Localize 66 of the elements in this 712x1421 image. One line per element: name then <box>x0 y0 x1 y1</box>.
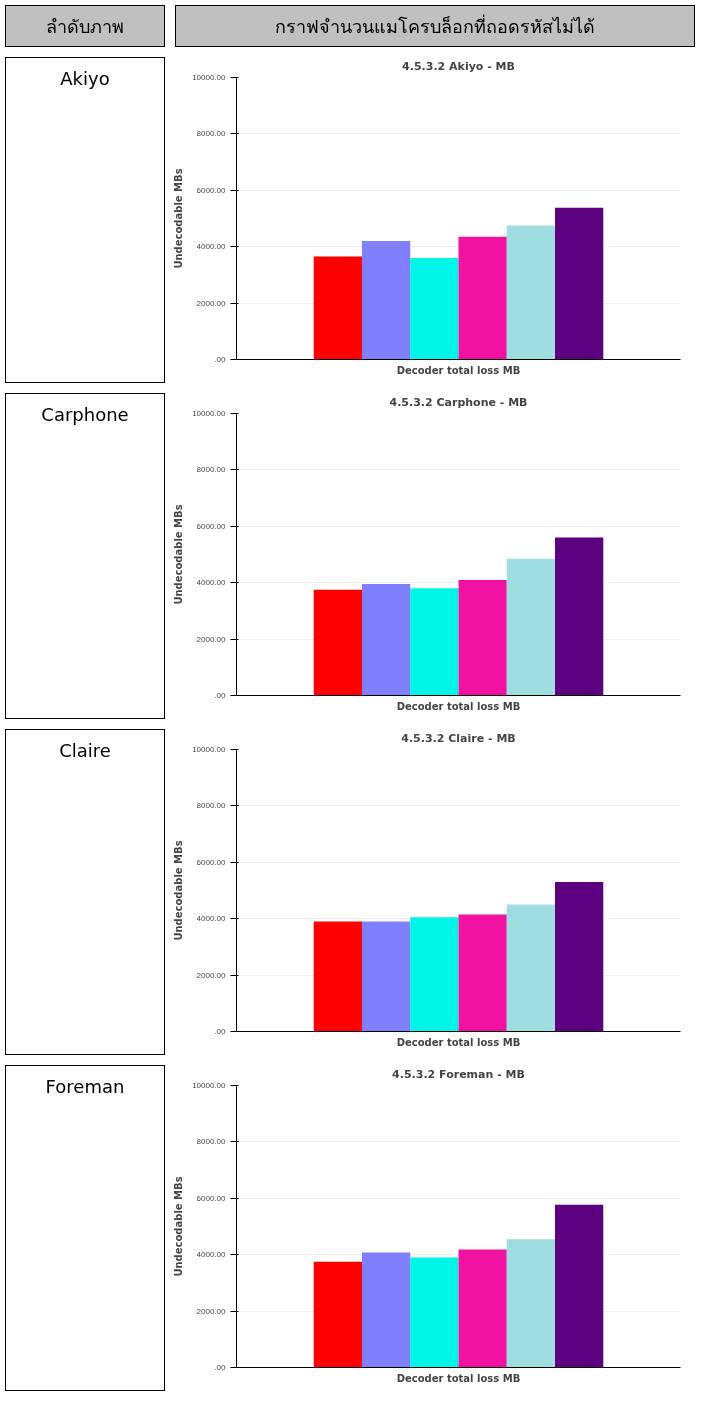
bar <box>555 207 604 360</box>
y-tick-label: 6000.00 <box>196 1193 227 1203</box>
y-axis-title: Undecodable MBs <box>173 840 185 941</box>
chart-title: 4.5.3.2 Akiyo - MB <box>402 59 515 73</box>
bar <box>410 1257 459 1368</box>
y-tick-label: 6000.00 <box>196 185 227 195</box>
y-tick-label: 6000.00 <box>196 521 227 531</box>
x-axis-title: Decoder total loss MB <box>396 1372 521 1384</box>
bar <box>410 917 459 1032</box>
y-tick-label: .00 <box>214 1027 227 1036</box>
bar <box>555 882 604 1032</box>
y-tick-label: 2000.00 <box>196 298 227 308</box>
bar <box>361 1252 411 1368</box>
chart-title: 4.5.3.2 Claire - MB <box>401 731 516 745</box>
y-tick-label: 4000.00 <box>196 1250 227 1260</box>
y-tick-label: 8000.00 <box>196 465 227 475</box>
bar <box>458 579 507 696</box>
bar <box>313 256 362 360</box>
y-tick-label: .00 <box>214 355 227 364</box>
y-tick-label: 10000.00 <box>192 73 227 82</box>
y-tick-label: 2000.00 <box>196 634 227 644</box>
bar <box>458 1249 507 1368</box>
bar <box>361 921 411 1032</box>
y-tick-label: 2000.00 <box>196 1306 227 1316</box>
bar <box>361 584 411 696</box>
y-tick-label: .00 <box>214 691 227 700</box>
y-tick-label: 10000.00 <box>192 409 227 418</box>
text: Claire <box>59 739 111 763</box>
bar <box>506 225 556 360</box>
chart-title: 4.5.3.2 Carphone - MB <box>389 395 528 409</box>
y-tick-label: 8000.00 <box>196 801 227 811</box>
bar <box>506 558 556 696</box>
y-tick-label: 10000.00 <box>192 1081 227 1090</box>
y-tick-label: 10000.00 <box>192 745 227 754</box>
y-tick-label: 4000.00 <box>196 914 227 924</box>
bar <box>313 589 362 696</box>
x-axis-title: Decoder total loss MB <box>396 364 521 376</box>
y-tick-label: 8000.00 <box>196 129 227 139</box>
bar <box>313 921 362 1032</box>
bar <box>313 1261 362 1368</box>
bar <box>506 1239 556 1368</box>
y-axis-title: Undecodable MBs <box>173 1176 185 1277</box>
text: Carphone <box>41 403 129 427</box>
y-tick-label: 6000.00 <box>196 857 227 867</box>
chart-title: 4.5.3.2 Foreman - MB <box>392 1067 525 1081</box>
text: ลำดับภาพ <box>46 15 124 39</box>
bar <box>410 588 459 696</box>
text: กราฟจำนวนแมโครบล็อกที่ถอดรหัสไม่ได้ <box>275 14 595 39</box>
bar <box>506 904 556 1032</box>
text: Akiyo <box>60 67 110 91</box>
y-tick-label: 4000.00 <box>196 242 227 252</box>
y-tick-label: 8000.00 <box>196 1137 227 1147</box>
bar <box>555 1204 604 1368</box>
x-axis-title: Decoder total loss MB <box>396 700 521 712</box>
text: Foreman <box>45 1075 125 1099</box>
y-tick-label: .00 <box>214 1363 227 1372</box>
bar <box>410 257 459 360</box>
y-tick-label: 4000.00 <box>196 578 227 588</box>
y-axis-title: Undecodable MBs <box>173 504 185 605</box>
y-tick-label: 2000.00 <box>196 970 227 980</box>
y-axis-title: Undecodable MBs <box>173 168 185 269</box>
bar <box>458 914 507 1032</box>
x-axis-title: Decoder total loss MB <box>396 1036 521 1048</box>
bar <box>361 241 411 360</box>
bar <box>555 537 604 696</box>
bar <box>458 236 507 360</box>
